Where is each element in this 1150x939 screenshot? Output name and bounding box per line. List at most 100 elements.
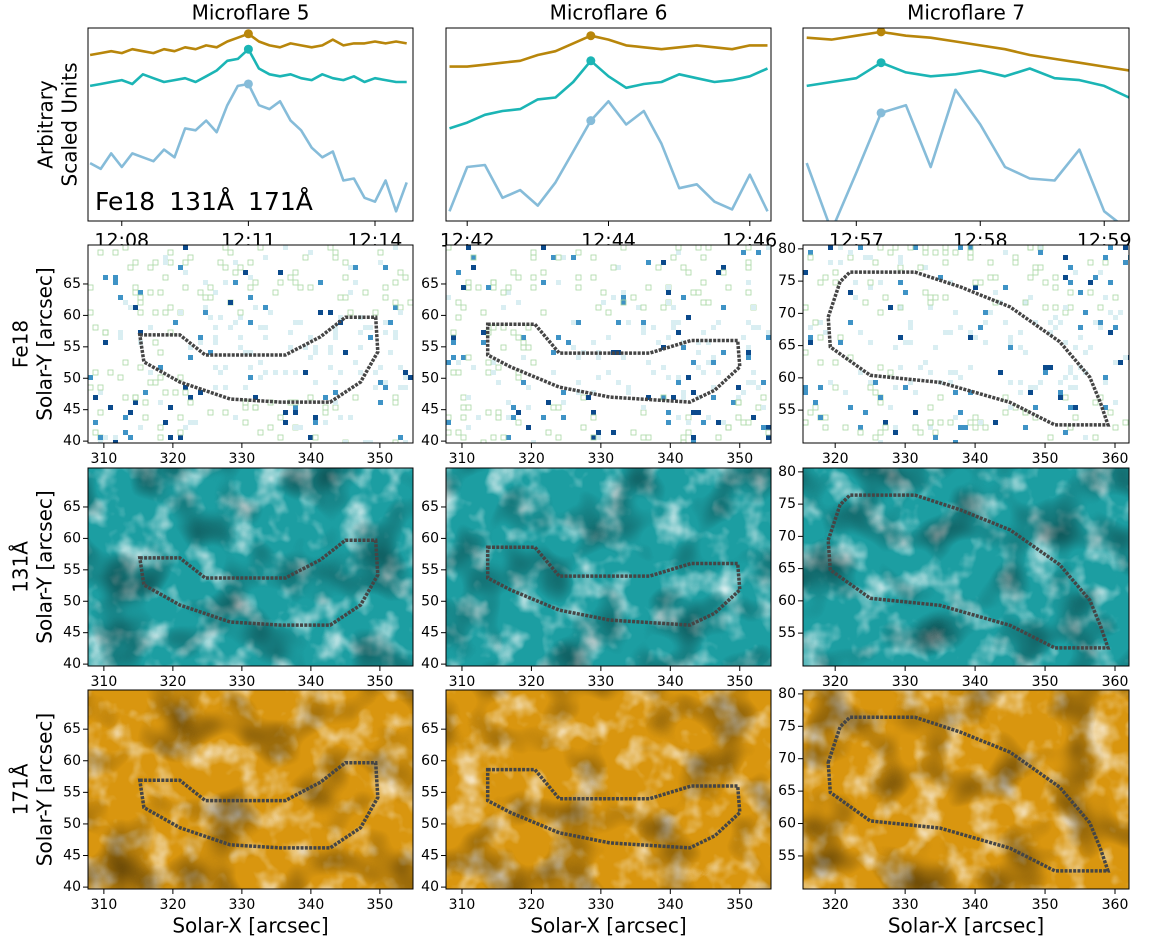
image-pixel xyxy=(521,335,526,340)
image-pixel xyxy=(656,340,661,345)
image-pixel xyxy=(1088,345,1093,350)
image-pixel xyxy=(237,309,244,316)
image-pixel xyxy=(817,279,824,286)
image-pixel xyxy=(323,420,328,425)
image-pixel xyxy=(460,434,467,441)
image-pixel xyxy=(933,345,938,350)
image-pixel xyxy=(745,259,752,266)
image-pixel xyxy=(378,260,383,265)
image-pixel xyxy=(162,389,169,396)
image-pixel xyxy=(117,374,124,381)
image-pixel xyxy=(917,264,924,271)
image-pixel xyxy=(978,325,983,330)
image-pixel xyxy=(1028,385,1033,390)
image-pixel xyxy=(1073,405,1078,410)
image-pixel xyxy=(882,294,889,301)
image-pixel xyxy=(398,310,403,315)
image-pixel xyxy=(137,309,144,316)
image-pixel xyxy=(571,345,576,350)
image-pixel xyxy=(363,325,368,330)
image-pixel xyxy=(1103,380,1108,385)
plot-area xyxy=(446,690,771,889)
image-pixel xyxy=(1112,424,1119,431)
image-pixel xyxy=(838,245,843,250)
image-pixel xyxy=(1053,315,1058,320)
image-pixel xyxy=(803,304,809,311)
image-pixel xyxy=(333,390,338,395)
image-pixel xyxy=(403,385,408,390)
image-pixel xyxy=(312,434,319,441)
image-pixel xyxy=(97,384,104,391)
image-pixel xyxy=(691,440,696,443)
image-pixel xyxy=(358,330,363,335)
image-pixel xyxy=(883,420,888,425)
image-pixel xyxy=(338,370,343,375)
image-pixel xyxy=(172,389,179,396)
y-axis-label: Solar-Y [arcsec] xyxy=(33,713,57,866)
image-pixel xyxy=(303,345,308,350)
image-pixel xyxy=(1068,405,1073,410)
axes-frame xyxy=(87,27,414,222)
image-pixel xyxy=(942,245,949,251)
image-pixel xyxy=(163,260,168,265)
image-pixel xyxy=(102,329,109,336)
y-axis-label: Solar-Y [arcsec] xyxy=(33,267,57,420)
image-pixel xyxy=(1068,265,1073,270)
image-pixel xyxy=(348,265,353,270)
peak-marker xyxy=(876,28,886,37)
y-tick-label: 60 xyxy=(778,816,796,832)
x-tick-label: 350 xyxy=(726,451,753,467)
image-pixel xyxy=(253,305,258,310)
image-pixel xyxy=(490,279,497,286)
image-pixel xyxy=(272,289,279,296)
image-pixel xyxy=(848,320,853,325)
y-tick-label: 65 xyxy=(421,276,439,292)
image-pixel xyxy=(992,274,999,281)
image-pixel xyxy=(696,365,701,370)
image-pixel xyxy=(373,370,378,375)
image-pixel xyxy=(147,379,154,386)
image-pixel xyxy=(322,404,329,411)
image-pixel xyxy=(243,270,248,275)
image-pixel xyxy=(283,370,288,375)
image-pixel xyxy=(392,399,399,406)
image-pixel xyxy=(298,425,303,430)
image-pixel xyxy=(621,290,626,295)
image-pixel xyxy=(741,390,746,395)
image-pixel xyxy=(1103,295,1108,300)
image-pixel xyxy=(223,365,228,370)
axes-frame xyxy=(445,467,772,667)
image-pixel xyxy=(893,385,898,390)
image-pixel xyxy=(967,419,974,426)
image-pixel xyxy=(368,335,373,340)
image-pixel xyxy=(818,415,823,420)
contour xyxy=(485,322,742,404)
image-pixel xyxy=(232,269,239,276)
image-pixel xyxy=(333,325,338,330)
image-pixel xyxy=(832,359,839,366)
image-pixel xyxy=(118,330,123,335)
image-pixel xyxy=(342,274,349,281)
image-pixel xyxy=(113,440,118,443)
image-pixel xyxy=(878,280,883,285)
image-pixel xyxy=(466,395,471,400)
image-pixel xyxy=(187,254,194,261)
image-pixel xyxy=(456,360,461,365)
image-pixel xyxy=(711,325,716,330)
image-pixel xyxy=(953,415,958,420)
series-line xyxy=(449,59,769,130)
image-pixel xyxy=(571,320,576,325)
image-pixel xyxy=(263,325,268,330)
image-pixel xyxy=(645,284,652,291)
image-pixel xyxy=(1027,274,1034,281)
image-pixel xyxy=(700,279,707,286)
y-axis-label: Fe18 xyxy=(9,320,33,368)
image-pixel xyxy=(756,250,761,255)
image-pixel xyxy=(706,415,711,420)
image-pixel xyxy=(208,350,213,355)
image-pixel xyxy=(338,415,343,420)
image-pixel xyxy=(368,325,373,330)
image-pixel xyxy=(466,245,471,250)
image-pixel xyxy=(218,370,223,375)
image-pixel xyxy=(182,389,189,396)
